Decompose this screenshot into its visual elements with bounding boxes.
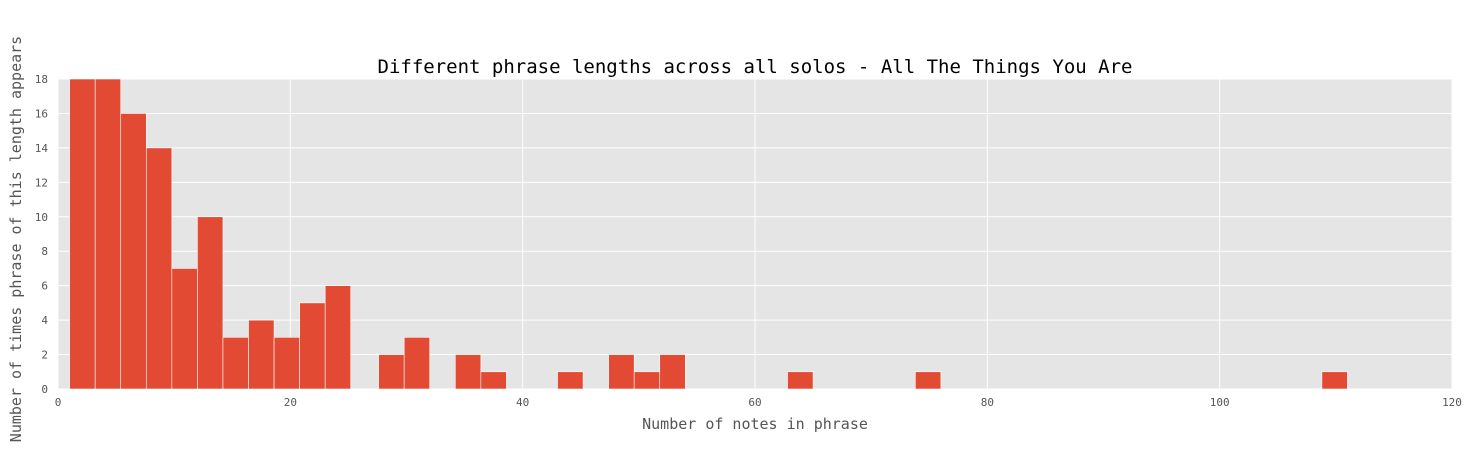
chart-title: Different phrase lengths across all solo… — [378, 56, 1133, 78]
histogram-bar — [608, 354, 635, 390]
x-tick-label: 100 — [1210, 396, 1230, 409]
x-tick-label: 0 — [55, 396, 62, 409]
x-tick-label: 40 — [516, 396, 529, 409]
histogram-bar — [480, 371, 507, 390]
x-tick-label: 60 — [748, 396, 761, 409]
y-tick-label: 16 — [35, 107, 48, 120]
histogram-bar — [915, 371, 942, 390]
y-tick-label: 14 — [35, 142, 49, 155]
y-tick-label: 6 — [41, 280, 48, 293]
y-tick-label: 0 — [41, 383, 48, 396]
histogram-bar — [197, 216, 224, 390]
histogram-bar — [69, 78, 96, 390]
y-tick-label: 4 — [41, 314, 48, 327]
y-tick-label: 10 — [35, 211, 48, 224]
histogram-bar — [94, 78, 122, 390]
histogram-bars — [69, 78, 1348, 390]
histogram-bar — [659, 354, 686, 390]
x-tick-label: 120 — [1442, 396, 1462, 409]
histogram-bar — [299, 302, 326, 390]
histogram-bar — [1321, 371, 1348, 390]
histogram-bar — [273, 337, 300, 390]
histogram-bar — [633, 371, 661, 390]
histogram-bar — [248, 319, 275, 390]
histogram-bar — [557, 371, 584, 390]
y-tick-label: 18 — [35, 73, 48, 86]
y-axis-ticks: 0 2 4 6 8 10 12 14 16 18 — [35, 73, 49, 396]
histogram-bar — [787, 371, 814, 390]
y-tick-label: 2 — [41, 349, 48, 362]
y-tick-label: 12 — [35, 176, 48, 189]
x-axis-label: Number of notes in phrase — [642, 415, 868, 433]
x-axis-ticks: 0 20 40 60 80 100 120 — [55, 396, 1462, 409]
histogram-bar — [222, 337, 249, 390]
histogram-bar — [145, 147, 173, 390]
y-axis-label: Number of times phrase of this length ap… — [7, 36, 25, 442]
histogram-bar — [171, 268, 198, 390]
histogram-bar — [324, 285, 352, 390]
x-tick-label: 20 — [284, 396, 297, 409]
histogram-bar — [403, 337, 431, 390]
y-tick-label: 8 — [41, 245, 48, 258]
x-tick-label: 80 — [981, 396, 994, 409]
histogram-bar — [378, 354, 405, 390]
histogram-bar — [120, 113, 147, 390]
histogram-bar — [454, 354, 482, 390]
